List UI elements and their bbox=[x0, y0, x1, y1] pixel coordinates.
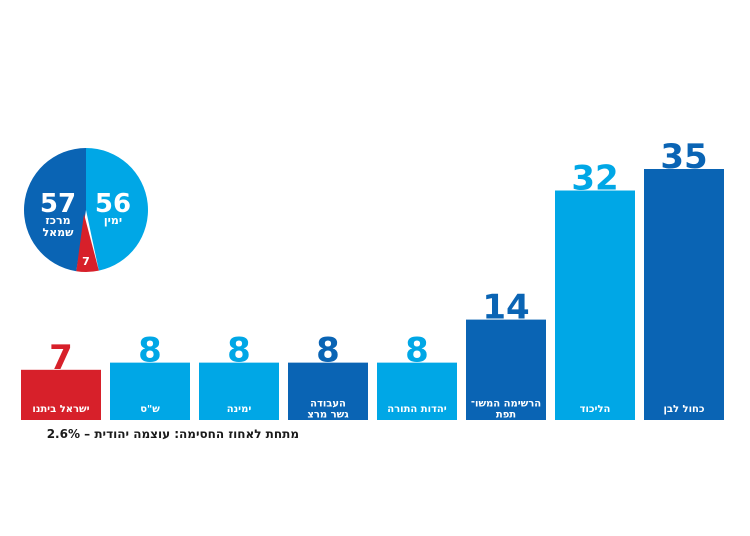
pie-slice-label: ימין bbox=[104, 214, 122, 227]
pie-value-label: 57 bbox=[40, 189, 76, 219]
bar-value-label: 8 bbox=[227, 331, 251, 371]
bar bbox=[377, 362, 457, 420]
bar bbox=[466, 319, 546, 420]
pie-slice bbox=[24, 148, 87, 272]
bar-category-label: ימינה bbox=[227, 404, 252, 415]
bar-category-label: יהדות התורה bbox=[387, 404, 447, 415]
bar-value-label: 8 bbox=[405, 331, 429, 371]
pie-slice-label: מרכז bbox=[45, 214, 70, 227]
bar-category-label: העבודה גשר מרצ bbox=[307, 399, 349, 421]
pie-slice bbox=[76, 214, 99, 272]
bar bbox=[288, 362, 368, 420]
bar-value-label: 14 bbox=[482, 288, 529, 328]
bar-category-label: ש"ס bbox=[140, 404, 160, 415]
bar-category-label: כחול לבן bbox=[663, 404, 704, 415]
bar bbox=[555, 190, 635, 420]
bar-value-label: 8 bbox=[138, 331, 162, 371]
bar-group: 35 כחול לבן 32 הליכוד 14 הרשימה המשו־ תפת 8 יהדו… bbox=[21, 137, 724, 421]
bar-category-label: הרשימה המשו־ תפת bbox=[471, 399, 541, 421]
bar bbox=[199, 362, 279, 420]
pie-slice bbox=[86, 148, 148, 271]
bar-value-label: 35 bbox=[660, 137, 707, 177]
pie-value-label: 56 bbox=[95, 189, 131, 219]
bar-category-label: הליכוד bbox=[580, 404, 611, 415]
pie-slice-label: שמאל bbox=[43, 226, 75, 239]
bar bbox=[644, 169, 724, 420]
bar-category-label: ישראל ביתנו bbox=[32, 404, 89, 415]
pie-value-label: 7 bbox=[82, 255, 90, 268]
threshold-footnote: מתחת לאחוז החסימה: עוצמה יהודית – 2.6% bbox=[46, 427, 299, 441]
bar-value-label: 32 bbox=[571, 159, 618, 199]
bar-value-label: 7 bbox=[49, 338, 73, 378]
bar bbox=[110, 362, 190, 420]
pie-slice-label: ליברמן bbox=[71, 272, 106, 285]
bar-value-label: 8 bbox=[316, 331, 340, 371]
bar bbox=[21, 369, 101, 420]
